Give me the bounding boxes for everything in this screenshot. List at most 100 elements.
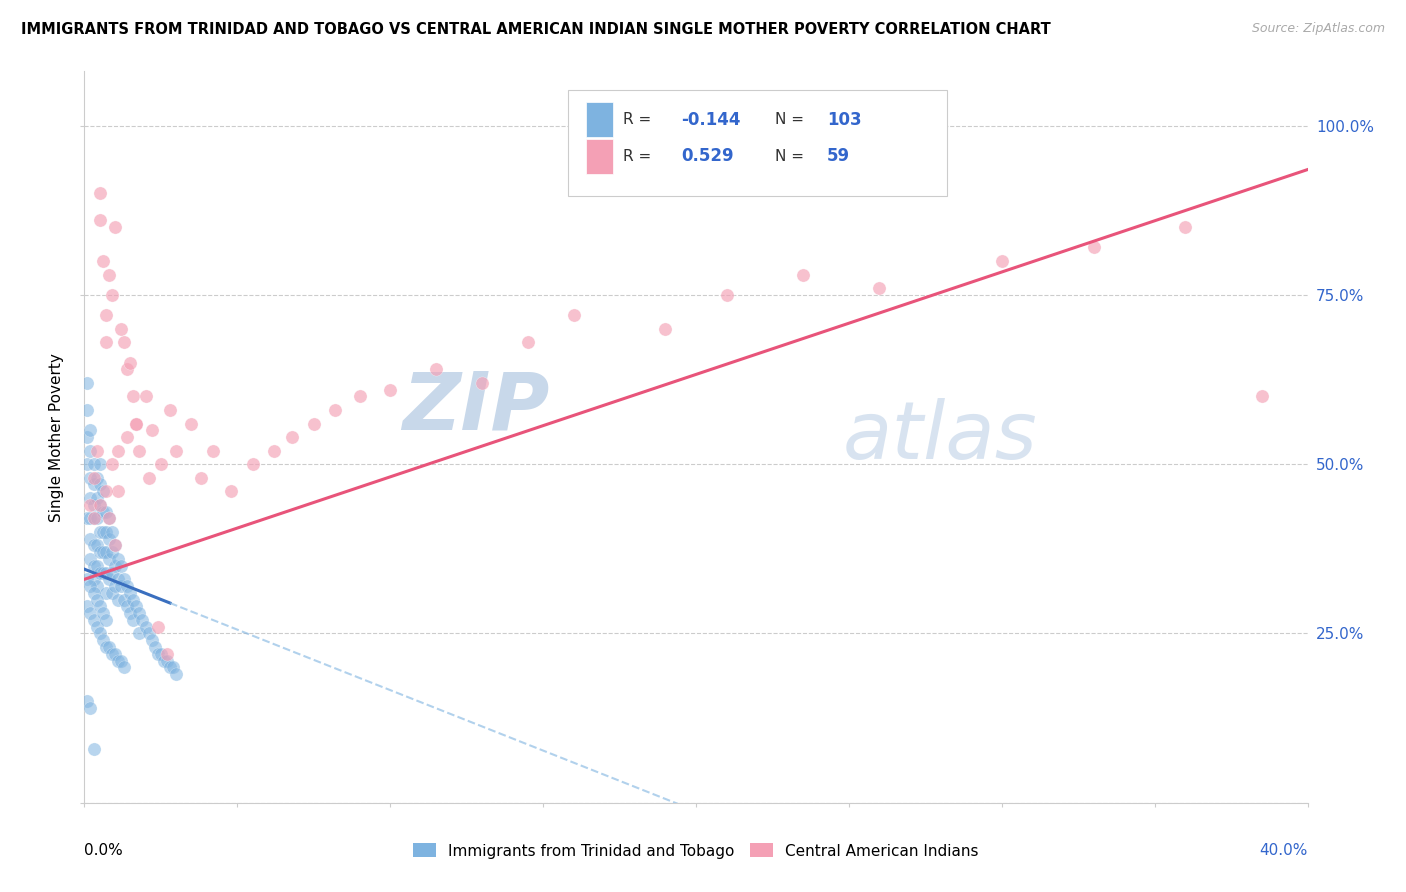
Point bbox=[112, 660, 135, 674]
Point bbox=[76, 376, 98, 390]
Point bbox=[107, 552, 129, 566]
Point bbox=[110, 558, 132, 573]
Point bbox=[471, 376, 494, 390]
Text: IMMIGRANTS FROM TRINIDAD AND TOBAGO VS CENTRAL AMERICAN INDIAN SINGLE MOTHER POV: IMMIGRANTS FROM TRINIDAD AND TOBAGO VS C… bbox=[21, 22, 1050, 37]
Point bbox=[79, 423, 101, 437]
Point bbox=[101, 566, 124, 580]
Point bbox=[91, 254, 114, 268]
Point bbox=[125, 417, 148, 431]
Text: 59: 59 bbox=[827, 147, 851, 165]
Point bbox=[86, 558, 108, 573]
Legend: Immigrants from Trinidad and Tobago, Central American Indians: Immigrants from Trinidad and Tobago, Cen… bbox=[408, 838, 984, 864]
Bar bbox=[586, 102, 613, 137]
Point bbox=[83, 538, 105, 552]
Point bbox=[104, 579, 127, 593]
Point bbox=[94, 566, 117, 580]
Point bbox=[380, 383, 402, 397]
Point bbox=[122, 592, 145, 607]
Text: R =: R = bbox=[623, 112, 655, 128]
Bar bbox=[586, 138, 613, 174]
Point bbox=[101, 545, 124, 559]
Point bbox=[146, 647, 169, 661]
Point bbox=[128, 443, 150, 458]
Text: Source: ZipAtlas.com: Source: ZipAtlas.com bbox=[1251, 22, 1385, 36]
Point bbox=[349, 389, 371, 403]
Point bbox=[716, 288, 738, 302]
Point bbox=[128, 626, 150, 640]
Point bbox=[128, 606, 150, 620]
Point bbox=[122, 389, 145, 403]
Point bbox=[83, 511, 105, 525]
Point bbox=[125, 417, 148, 431]
Point bbox=[323, 403, 346, 417]
Point bbox=[97, 552, 120, 566]
Point bbox=[97, 572, 120, 586]
Point bbox=[110, 654, 132, 668]
Point bbox=[281, 430, 304, 444]
Point bbox=[201, 443, 224, 458]
Point bbox=[79, 443, 101, 458]
Point bbox=[86, 538, 108, 552]
Point bbox=[107, 443, 129, 458]
Point bbox=[86, 443, 108, 458]
Point bbox=[91, 606, 114, 620]
Point bbox=[83, 511, 105, 525]
Text: 0.0%: 0.0% bbox=[84, 843, 124, 858]
Point bbox=[89, 599, 111, 614]
Point bbox=[89, 524, 111, 539]
Point bbox=[91, 524, 114, 539]
Point bbox=[86, 471, 108, 485]
Text: N =: N = bbox=[776, 149, 810, 164]
Point bbox=[122, 613, 145, 627]
Point bbox=[89, 186, 111, 201]
Point bbox=[79, 579, 101, 593]
Point bbox=[141, 633, 163, 648]
Point bbox=[91, 633, 114, 648]
Point bbox=[120, 355, 142, 369]
Point bbox=[83, 457, 105, 471]
Point bbox=[149, 457, 172, 471]
Point bbox=[115, 362, 138, 376]
Point bbox=[302, 417, 325, 431]
Point bbox=[104, 558, 127, 573]
Point bbox=[104, 538, 127, 552]
Point bbox=[101, 586, 124, 600]
Point bbox=[76, 694, 98, 708]
Point bbox=[79, 498, 101, 512]
Point bbox=[115, 599, 138, 614]
Point bbox=[86, 579, 108, 593]
Point bbox=[107, 654, 129, 668]
Text: ZIP: ZIP bbox=[402, 368, 550, 447]
Point bbox=[83, 613, 105, 627]
Point bbox=[101, 524, 124, 539]
Point bbox=[83, 572, 105, 586]
Point bbox=[94, 586, 117, 600]
Point bbox=[76, 599, 98, 614]
Point bbox=[138, 471, 160, 485]
Point bbox=[149, 647, 172, 661]
Text: atlas: atlas bbox=[842, 398, 1038, 476]
Point bbox=[79, 532, 101, 546]
Point bbox=[159, 403, 181, 417]
Point bbox=[143, 640, 166, 654]
Point bbox=[115, 430, 138, 444]
Point bbox=[101, 457, 124, 471]
Point bbox=[91, 545, 114, 559]
Point bbox=[869, 281, 891, 295]
Text: 0.529: 0.529 bbox=[682, 147, 734, 165]
Point bbox=[165, 443, 187, 458]
Point bbox=[83, 558, 105, 573]
Point bbox=[94, 545, 117, 559]
Point bbox=[83, 586, 105, 600]
Text: 40.0%: 40.0% bbox=[1260, 843, 1308, 858]
Point bbox=[112, 572, 135, 586]
Point bbox=[97, 511, 120, 525]
Point bbox=[1250, 389, 1272, 403]
Point bbox=[89, 626, 111, 640]
Point bbox=[89, 213, 111, 227]
Point bbox=[135, 620, 157, 634]
Point bbox=[165, 667, 187, 681]
Point bbox=[107, 572, 129, 586]
Point bbox=[425, 362, 447, 376]
Point bbox=[91, 505, 114, 519]
